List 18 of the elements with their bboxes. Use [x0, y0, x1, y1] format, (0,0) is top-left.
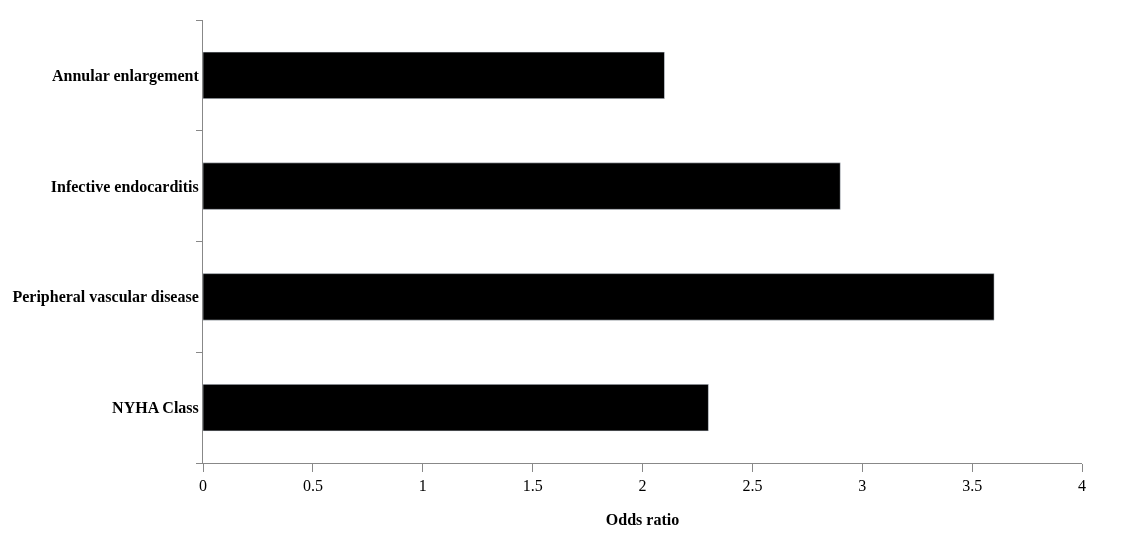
y-tick-label: Infective endocarditis [50, 177, 199, 195]
x-tick-label: 3.5 [962, 477, 983, 495]
x-axis-title: Odds ratio [605, 510, 680, 528]
bar [203, 273, 995, 321]
x-tick-label: 2.5 [742, 477, 763, 495]
x-tick-label: 1 [418, 477, 427, 495]
x-tick-label: 0 [199, 477, 207, 495]
x-tick-label: 3 [858, 477, 867, 495]
y-tick-label: Annular enlargement [51, 66, 200, 85]
bar [203, 162, 841, 210]
x-tick-label: 4 [1078, 477, 1086, 495]
x-tick-label: 2 [638, 477, 647, 495]
x-tick-label: 1.5 [522, 477, 543, 495]
x-tick-label: 0.5 [302, 477, 323, 495]
y-tick-label: NYHA Class [112, 399, 199, 417]
bar [203, 51, 665, 99]
y-tick-label: Peripheral vascular disease [12, 288, 199, 307]
bar [203, 384, 709, 432]
